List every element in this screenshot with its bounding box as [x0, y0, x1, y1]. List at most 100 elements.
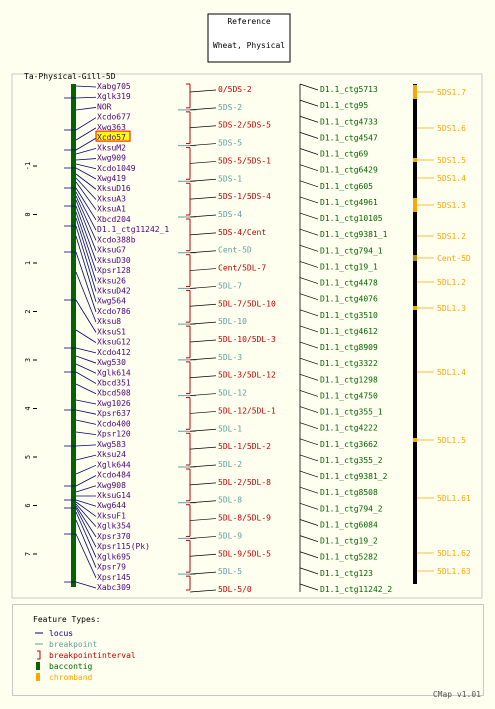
- locus-label[interactable]: XksuF1: [97, 511, 126, 520]
- locus-label[interactable]: Xksu8: [97, 317, 121, 326]
- contig-label[interactable]: D1.1_ctg95: [320, 101, 368, 110]
- bin-label[interactable]: 5DL-7/5DL-10: [218, 299, 276, 308]
- chromband-label[interactable]: 5DS1.3: [437, 201, 466, 210]
- bin-label[interactable]: 5DL-2/5DL-8: [218, 478, 271, 487]
- chromband-block[interactable]: [413, 85, 417, 99]
- contig-label[interactable]: D1.1_ctg4612: [320, 327, 378, 336]
- locus-label[interactable]: Xcdo57: [97, 133, 126, 142]
- contig-label[interactable]: D1.1_ctg8909: [320, 343, 378, 352]
- locus-label[interactable]: Xcdo786: [97, 307, 131, 316]
- locus-label[interactable]: XksuD16: [97, 184, 131, 193]
- contig-label[interactable]: D1.1_ctg4961: [320, 198, 378, 207]
- contig-label[interactable]: D1.1_ctg355_2: [320, 456, 383, 465]
- chromband-label[interactable]: 5DS1.7: [437, 88, 466, 97]
- locus-label[interactable]: Xcdo412: [97, 348, 131, 357]
- chromband-block[interactable]: [413, 306, 417, 310]
- locus-label[interactable]: Xglk319: [97, 92, 131, 101]
- bin-label[interactable]: 5DS-2/5DS-5: [218, 121, 271, 130]
- contig-label[interactable]: D1.1_ctg794_1: [320, 246, 383, 255]
- bin-label[interactable]: 5DS-5/5DS-1: [218, 156, 271, 165]
- contig-label[interactable]: D1.1_ctg3322: [320, 359, 378, 368]
- locus-label[interactable]: Xbcd508: [97, 389, 131, 398]
- chromband-label[interactable]: 5DL1.62: [437, 549, 471, 558]
- locus-label[interactable]: Xcdo1049: [97, 164, 136, 173]
- locus-label[interactable]: Xpsr145: [97, 573, 131, 582]
- chromband-label[interactable]: 5DL1.63: [437, 567, 471, 576]
- bin-label[interactable]: 5DL-9/5DL-5: [218, 549, 271, 558]
- locus-label[interactable]: Xwg583: [97, 440, 126, 449]
- locus-label[interactable]: Xpsr128: [97, 266, 131, 275]
- contig-label[interactable]: D1.1_ctg4076: [320, 295, 378, 304]
- contig-label[interactable]: D1.1_ctg4733: [320, 117, 378, 126]
- locus-label[interactable]: XksuA3: [97, 194, 126, 203]
- bin-label[interactable]: Cent/5DL-7: [218, 264, 266, 273]
- chromband-label[interactable]: 5DL1.2: [437, 278, 466, 287]
- contig-label[interactable]: D1.1_ctg3662: [320, 440, 378, 449]
- bin-label[interactable]: 5DS-1: [218, 174, 242, 183]
- bin-label[interactable]: 5DL-12: [218, 389, 247, 398]
- bin-label[interactable]: 5DL-10/5DL-3: [218, 335, 276, 344]
- contig-label[interactable]: D1.1_ctg10105: [320, 214, 383, 223]
- contig-label[interactable]: D1.1_ctg9381_1: [320, 230, 388, 239]
- locus-highlight[interactable]: [95, 130, 131, 142]
- chromband-label[interactable]: 5DL1.5: [437, 436, 466, 445]
- bin-label[interactable]: 5DS-2: [218, 103, 242, 112]
- locus-label[interactable]: Xabg705: [97, 82, 131, 91]
- contig-label[interactable]: D1.1_ctg19_2: [320, 537, 378, 546]
- locus-label[interactable]: Xabc309: [97, 583, 131, 592]
- bin-label[interactable]: 5DL-9: [218, 531, 242, 540]
- locus-label[interactable]: Xwg909: [97, 154, 126, 163]
- locus-label[interactable]: Xbcd351: [97, 379, 131, 388]
- bin-label[interactable]: 5DS-5: [218, 139, 242, 148]
- chromband-label[interactable]: 5DL1.61: [437, 494, 471, 503]
- locus-label[interactable]: NOR: [97, 102, 112, 111]
- locus-label[interactable]: Xglk695: [97, 552, 131, 561]
- chromband-axis[interactable]: [413, 84, 417, 584]
- locus-label[interactable]: Xpsr120: [97, 430, 131, 439]
- locus-label[interactable]: XksuG12: [97, 338, 131, 347]
- contig-label[interactable]: D1.1_ctg123: [320, 569, 373, 578]
- contig-label[interactable]: D1.1_ctg5713: [320, 85, 378, 94]
- chromband-block[interactable]: [413, 158, 417, 162]
- chromband-block[interactable]: [413, 255, 417, 261]
- contig-label[interactable]: D1.1_ctg69: [320, 150, 368, 159]
- contig-label[interactable]: D1.1_ctg1298: [320, 375, 378, 384]
- locus-label[interactable]: Xcdo388b: [97, 235, 136, 244]
- locus-label[interactable]: Xglk644: [97, 460, 131, 469]
- chromband-label[interactable]: 5DS1.6: [437, 124, 466, 133]
- locus-label[interactable]: Xwg1026: [97, 399, 131, 408]
- bin-label[interactable]: 5DL-7: [218, 281, 242, 290]
- chromband-label[interactable]: 5DS1.4: [437, 174, 466, 183]
- locus-label[interactable]: Xpsr370: [97, 532, 131, 541]
- bin-label[interactable]: 0/5DS-2: [218, 85, 252, 94]
- contig-label[interactable]: D1.1_ctg4750: [320, 391, 378, 400]
- chromband-block[interactable]: [413, 438, 417, 442]
- locus-label[interactable]: Xpsr115(Pk): [97, 542, 150, 551]
- bin-label[interactable]: 5DL-1/5DL-2: [218, 442, 271, 451]
- contig-label[interactable]: D1.1_ctg11242_2: [320, 585, 392, 594]
- bin-label[interactable]: 5DL-3/5DL-12: [218, 371, 276, 380]
- locus-label[interactable]: Xglk354: [97, 522, 131, 531]
- bin-label[interactable]: Cent-5D: [218, 246, 252, 255]
- locus-label[interactable]: Xksu26: [97, 276, 126, 285]
- bin-label[interactable]: 5DS-1/5DS-4: [218, 192, 271, 201]
- contig-label[interactable]: D1.1_ctg5282: [320, 553, 378, 562]
- locus-label[interactable]: XksuD42: [97, 286, 131, 295]
- contig-label[interactable]: D1.1_ctg3510: [320, 311, 378, 320]
- chromband-label[interactable]: 5DL1.4: [437, 368, 466, 377]
- contig-label[interactable]: D1.1_ctg6084: [320, 520, 378, 529]
- locus-label[interactable]: Xwg564: [97, 297, 126, 306]
- contig-label[interactable]: D1.1_ctg9381_2: [320, 472, 388, 481]
- bin-label[interactable]: 5DS-4: [218, 210, 242, 219]
- locus-label[interactable]: Xwg908: [97, 481, 126, 490]
- chromband-label[interactable]: 5DS1.2: [437, 232, 466, 241]
- contig-label[interactable]: D1.1_ctg4222: [320, 424, 378, 433]
- locus-label[interactable]: Xwg419: [97, 174, 126, 183]
- locus-label[interactable]: Xwg644: [97, 501, 126, 510]
- locus-label[interactable]: Xbcd204: [97, 215, 131, 224]
- bin-label[interactable]: 5DL-5/0: [218, 585, 252, 594]
- locus-label[interactable]: Xcdo400: [97, 419, 131, 428]
- bin-label[interactable]: 5DL-1: [218, 424, 242, 433]
- chromband-label[interactable]: 5DL1.3: [437, 304, 466, 313]
- locus-label[interactable]: Xwg530: [97, 358, 126, 367]
